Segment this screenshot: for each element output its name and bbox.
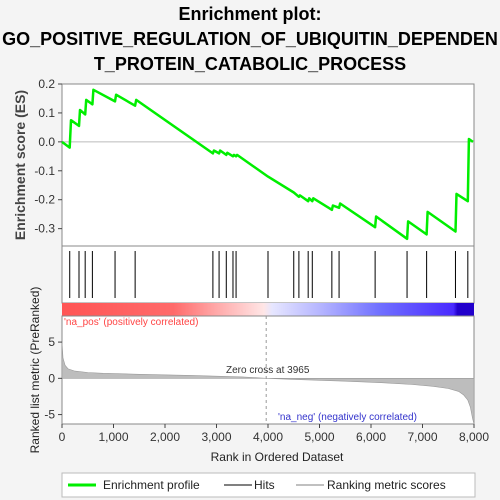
- es-ytick-label: 0.2: [38, 77, 55, 91]
- x-axis-label: Rank in Ordered Dataset: [211, 450, 344, 464]
- es-panel: [62, 84, 474, 246]
- x-tick-label: 1,000: [98, 430, 128, 444]
- pos-label: 'na_pos' (positively correlated): [64, 317, 198, 328]
- legend-hits-label: Hits: [254, 478, 275, 492]
- zero-cross-label: Zero cross at 3965: [226, 365, 310, 376]
- legend-profile-label: Enrichment profile: [103, 478, 200, 492]
- x-tick-label: 3,000: [201, 430, 231, 444]
- chart-title-line-3: T_PROTEIN_CATABOLIC_PROCESS: [0, 54, 500, 75]
- rank-ytick-label: 0: [48, 371, 55, 385]
- rank-color-bar: [62, 303, 474, 316]
- chart-title-line-2: GO_POSITIVE_REGULATION_OF_UBIQUITIN_DEPE…: [0, 29, 500, 50]
- x-tick-label: 4,000: [253, 430, 283, 444]
- es-ytick-label: 0.0: [38, 135, 55, 149]
- x-tick-label: 6,000: [356, 430, 386, 444]
- es-axis-label: Enrichment score (ES): [12, 90, 28, 240]
- x-tick-label: 7,000: [407, 430, 437, 444]
- es-ytick-label: -0.1: [34, 164, 55, 178]
- x-tick-label: 0: [59, 430, 66, 444]
- x-tick-label: 8,000: [459, 430, 489, 444]
- rank-axis-label: Ranked list metric (PreRanked): [28, 287, 42, 454]
- es-ytick-label: -0.3: [34, 222, 55, 236]
- rank-ytick-label: -5: [44, 408, 55, 422]
- rank-ytick-label: 5: [48, 335, 55, 349]
- es-ytick-label: 0.1: [38, 106, 55, 120]
- x-tick-label: 2,000: [150, 430, 180, 444]
- neg-label: 'na_neg' (negatively correlated): [278, 412, 417, 423]
- x-tick-label: 5,000: [304, 430, 334, 444]
- chart-title-line-1: Enrichment plot:: [0, 4, 500, 25]
- es-ytick-label: -0.2: [34, 193, 55, 207]
- legend-metric-label: Ranking metric scores: [327, 478, 446, 492]
